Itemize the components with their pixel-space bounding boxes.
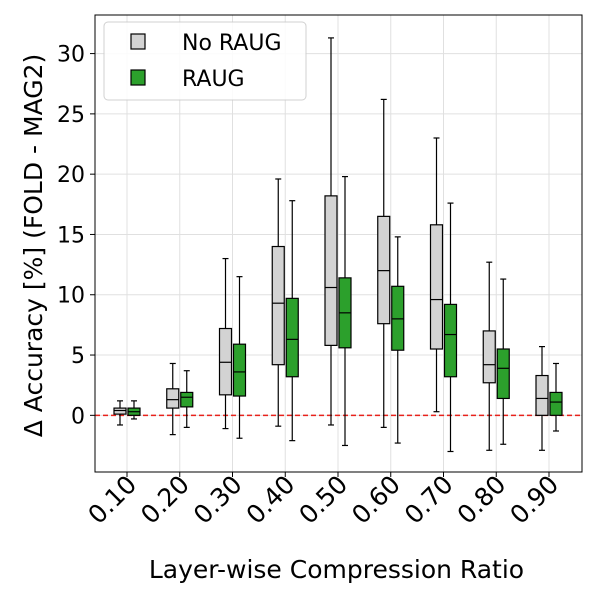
box-no-raug-0.20	[166, 362, 180, 436]
iqr-box	[377, 215, 391, 325]
x-tick-label: 0.70	[399, 470, 459, 530]
box-raug-0.20	[180, 370, 194, 428]
x-axis-label: Layer-wise Compression Ratio	[149, 555, 524, 584]
box-no-raug-0.30	[218, 257, 233, 430]
legend-frame	[103, 21, 307, 101]
legend-swatch	[130, 69, 146, 86]
box-raug-0.30	[232, 276, 247, 439]
box-no-raug-0.10	[113, 400, 127, 426]
legend: No RAUG RAUG	[103, 21, 307, 101]
y-tick-label: 30	[57, 43, 85, 68]
y-tick-label: 10	[57, 284, 85, 309]
iqr-box	[180, 391, 194, 408]
x-tick-label: 0.90	[504, 470, 564, 530]
x-tick-label: 0.10	[82, 470, 142, 530]
x-tick-label: 0.30	[188, 470, 248, 530]
x-tick-label: 0.40	[241, 470, 301, 530]
box-raug-0.60	[391, 236, 405, 444]
box-no-raug-0.60	[377, 98, 391, 428]
iqr-box	[271, 245, 285, 366]
iqr-box	[113, 407, 127, 415]
y-tick-label: 5	[71, 344, 85, 369]
y-tick-label: 20	[57, 163, 85, 188]
box-raug-0.70	[443, 202, 458, 453]
iqr-box	[443, 303, 458, 378]
tick-layer: 0 5 10 15 20 25 30 0.100.200.300.400.500.600.70…	[57, 43, 564, 530]
x-tick-label: 0.50	[293, 470, 353, 530]
box-raug-0.50	[338, 175, 352, 447]
iqr-box	[482, 330, 496, 384]
iqr-box	[166, 388, 180, 409]
box-raug-0.40	[285, 200, 299, 442]
legend-item-no-raug: No RAUG	[130, 31, 282, 56]
x-tick-label: 0.80	[452, 470, 512, 530]
box-raug-0.90	[549, 362, 563, 432]
iqr-box	[218, 327, 233, 396]
box-no-raug-0.50	[324, 37, 338, 426]
iqr-box	[324, 195, 338, 346]
legend-label: RAUG	[182, 67, 245, 92]
x-tick-label: 0.20	[135, 470, 195, 530]
iqr-box	[285, 297, 299, 378]
box-no-raug-0.40	[271, 178, 285, 427]
legend-item-raug: RAUG	[130, 67, 245, 92]
y-tick-label: 0	[71, 404, 85, 429]
legend-swatch	[130, 33, 146, 50]
box-no-raug-0.80	[482, 261, 496, 451]
box-no-raug-0.70	[429, 137, 444, 413]
iqr-box	[429, 224, 444, 350]
iqr-box	[535, 374, 549, 416]
box-raug-0.10	[127, 400, 141, 420]
box-layer	[113, 37, 563, 453]
y-tick-label: 15	[57, 223, 85, 248]
iqr-box	[232, 343, 247, 397]
y-tick-label: 25	[57, 103, 85, 128]
box-no-raug-0.90	[535, 345, 549, 451]
iqr-box	[496, 348, 510, 400]
legend-label: No RAUG	[182, 31, 282, 56]
box-raug-0.80	[496, 278, 510, 445]
iqr-box	[549, 391, 563, 416]
x-tick-label: 0.60	[346, 470, 406, 530]
y-axis-label: Δ Accuracy [%] (FOLD - MAG2)	[19, 54, 48, 438]
iqr-box	[391, 285, 405, 351]
